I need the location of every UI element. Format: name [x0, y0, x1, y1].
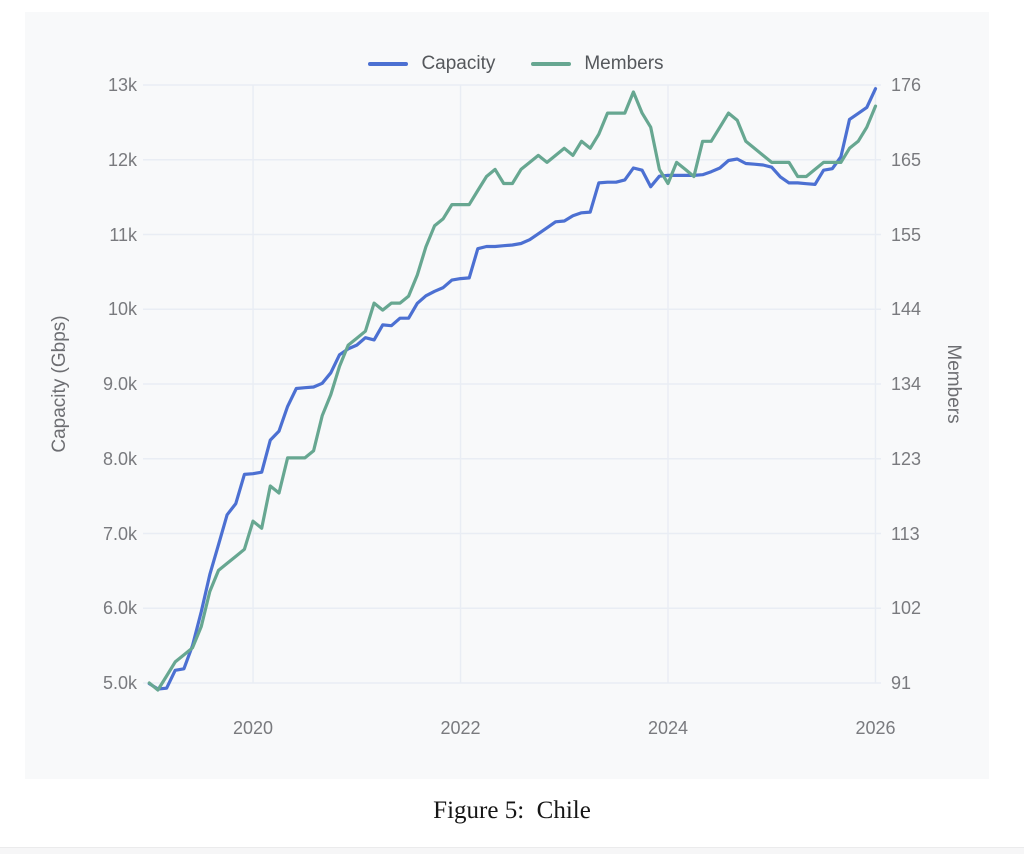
bottom-divider — [0, 847, 1024, 854]
left-axis-tick-label: 6.0k — [102, 598, 137, 619]
right-axis-tick-label: 144 — [891, 299, 922, 320]
left-axis-tick-label: 12k — [107, 149, 137, 170]
capacity-line — [147, 87, 878, 691]
x-axis-tick-label: 2020 — [233, 718, 274, 738]
right-axis-tick-label: 91 — [891, 673, 912, 693]
legend-item-capacity: Capacity — [368, 53, 495, 75]
right-axis-title: Members — [943, 344, 964, 424]
capacity-line-swatch — [368, 62, 409, 66]
left-axis-tick-label: 13k — [107, 75, 137, 95]
chart-card: Capacity Members 13k 176 12k 165 11k 155 10k 14… — [25, 12, 989, 779]
right-axis-tick-label: 134 — [891, 374, 922, 394]
x-axis-tick-label: 2022 — [440, 718, 481, 738]
left-axis-tick-label: 11k — [109, 224, 137, 245]
chart-legend: Capacity Members — [43, 52, 989, 76]
right-axis-tick-label: 155 — [891, 224, 922, 245]
left-axis-tick-label: 7.0k — [102, 523, 137, 544]
left-axis-tick-label: 5.0k — [102, 673, 137, 693]
members-line-swatch — [531, 62, 572, 66]
line-chart-plot — [143, 84, 881, 692]
right-axis-tick-label: 113 — [891, 523, 920, 544]
legend-label-members: Members — [584, 53, 664, 74]
left-axis-title: Capacity (Gbps) — [49, 315, 70, 453]
figure-caption: Figure 5: Chile — [433, 797, 591, 824]
x-axis-tick-label: 2026 — [855, 718, 896, 738]
legend-label-capacity: Capacity — [421, 53, 496, 74]
right-axis-tick-label: 176 — [891, 75, 922, 95]
right-axis-tick-label: 123 — [891, 448, 922, 469]
left-axis-tick-label: 8.0k — [102, 448, 137, 469]
right-axis-tick-label: 165 — [891, 149, 922, 170]
x-axis-tick-label: 2024 — [647, 718, 689, 738]
members-line — [147, 90, 878, 692]
left-axis-tick-label: 10k — [107, 299, 137, 320]
right-axis-tick-label: 102 — [891, 598, 922, 619]
legend-item-members: Members — [531, 53, 664, 75]
left-axis-tick-label: 9.0k — [102, 374, 137, 394]
